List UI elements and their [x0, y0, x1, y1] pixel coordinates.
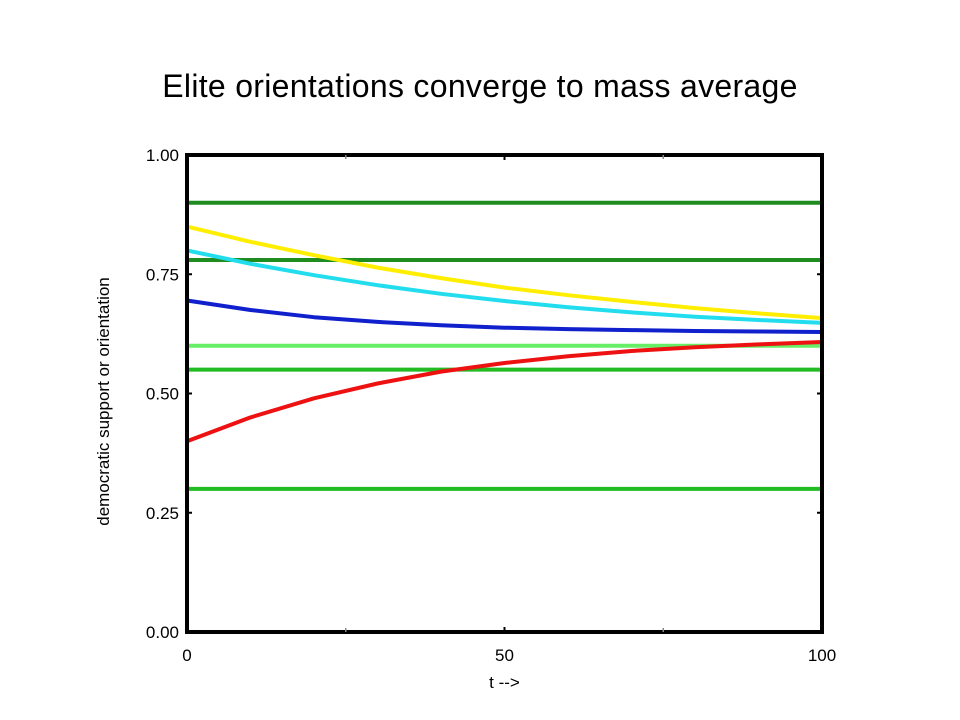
x-axis-label: t -->	[489, 673, 520, 692]
series-lines	[186, 224, 823, 444]
y-tick-label: 0.25	[146, 504, 179, 523]
y-tick-label: 0.00	[146, 623, 179, 642]
x-tick-label: 50	[495, 646, 514, 665]
y-axis-label: democratic support or orientation	[94, 277, 113, 526]
series-line-2	[186, 298, 823, 334]
y-tick-label: 0.50	[146, 385, 179, 404]
tick-labels: 0.00 0.25 0.50 0.75 1.00 0 50 100	[146, 146, 836, 665]
x-tick-label: 0	[182, 646, 191, 665]
plot-frame	[185, 153, 824, 634]
chart-title: Elite orientations converge to mass aver…	[162, 68, 798, 104]
x-tick-label: 100	[808, 646, 836, 665]
series-line-3	[186, 340, 823, 444]
y-tick-label: 0.75	[146, 265, 179, 284]
series-line-1	[186, 248, 823, 325]
series-line-0	[186, 224, 823, 321]
y-tick-label: 1.00	[146, 146, 179, 165]
axis-ticks	[186, 154, 823, 633]
